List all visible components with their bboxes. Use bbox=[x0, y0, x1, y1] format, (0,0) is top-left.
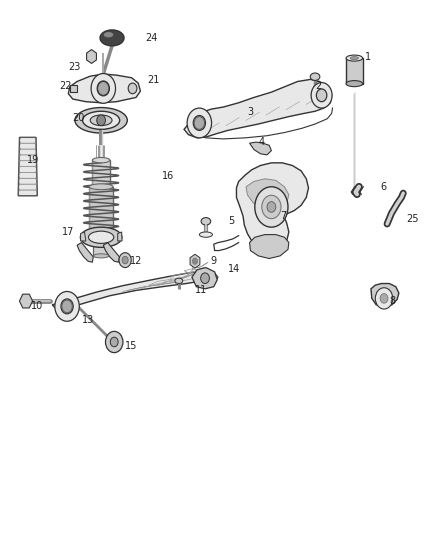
Circle shape bbox=[55, 292, 79, 321]
Ellipse shape bbox=[175, 278, 183, 284]
Circle shape bbox=[119, 253, 131, 268]
Ellipse shape bbox=[82, 111, 120, 130]
Ellipse shape bbox=[75, 108, 127, 133]
Bar bbox=[92, 160, 110, 187]
Circle shape bbox=[380, 294, 388, 303]
Polygon shape bbox=[371, 284, 399, 307]
Circle shape bbox=[128, 83, 137, 94]
Ellipse shape bbox=[92, 158, 110, 163]
Ellipse shape bbox=[89, 184, 113, 190]
Ellipse shape bbox=[100, 30, 124, 46]
Circle shape bbox=[97, 81, 110, 96]
Text: 6: 6 bbox=[381, 182, 387, 192]
Text: 22: 22 bbox=[60, 81, 72, 91]
Polygon shape bbox=[77, 243, 93, 262]
Text: 17: 17 bbox=[62, 227, 74, 237]
Circle shape bbox=[255, 187, 288, 227]
Polygon shape bbox=[81, 232, 86, 241]
Text: 16: 16 bbox=[162, 171, 174, 181]
Bar bbox=[70, 85, 77, 92]
Polygon shape bbox=[18, 184, 37, 190]
Ellipse shape bbox=[199, 232, 212, 237]
Text: 21: 21 bbox=[147, 76, 159, 85]
Circle shape bbox=[122, 256, 128, 264]
Text: 25: 25 bbox=[407, 214, 419, 224]
Circle shape bbox=[187, 108, 212, 138]
Text: 24: 24 bbox=[145, 33, 157, 43]
Circle shape bbox=[375, 288, 393, 309]
Polygon shape bbox=[192, 268, 217, 289]
Text: 1: 1 bbox=[365, 52, 371, 61]
Polygon shape bbox=[19, 161, 37, 166]
Polygon shape bbox=[19, 155, 36, 161]
Ellipse shape bbox=[81, 227, 122, 247]
Polygon shape bbox=[68, 74, 141, 103]
Circle shape bbox=[316, 89, 327, 102]
Text: 7: 7 bbox=[280, 211, 286, 221]
Polygon shape bbox=[250, 235, 289, 259]
Bar bbox=[93, 241, 109, 256]
Circle shape bbox=[110, 337, 118, 347]
Text: 12: 12 bbox=[130, 256, 142, 266]
Text: 4: 4 bbox=[258, 136, 265, 147]
Text: 11: 11 bbox=[195, 286, 207, 295]
Text: 14: 14 bbox=[228, 264, 240, 274]
Circle shape bbox=[61, 299, 73, 314]
Polygon shape bbox=[118, 232, 122, 241]
Circle shape bbox=[262, 195, 281, 219]
Polygon shape bbox=[250, 142, 272, 155]
Polygon shape bbox=[103, 243, 120, 262]
Text: 5: 5 bbox=[228, 216, 234, 227]
Circle shape bbox=[97, 115, 106, 126]
Polygon shape bbox=[19, 166, 37, 172]
Text: 19: 19 bbox=[27, 155, 39, 165]
Polygon shape bbox=[19, 172, 37, 178]
Bar bbox=[346, 58, 363, 84]
Circle shape bbox=[201, 273, 209, 284]
Circle shape bbox=[267, 201, 276, 212]
Text: 23: 23 bbox=[68, 62, 81, 72]
Circle shape bbox=[311, 83, 332, 108]
Bar bbox=[89, 187, 113, 235]
Text: 2: 2 bbox=[315, 81, 321, 91]
Text: 13: 13 bbox=[81, 314, 94, 325]
Ellipse shape bbox=[93, 254, 109, 258]
Text: 3: 3 bbox=[247, 107, 254, 117]
Ellipse shape bbox=[93, 239, 109, 243]
Ellipse shape bbox=[89, 232, 113, 238]
Polygon shape bbox=[19, 149, 36, 155]
Polygon shape bbox=[18, 190, 37, 196]
Circle shape bbox=[192, 258, 198, 264]
Polygon shape bbox=[246, 179, 289, 211]
Circle shape bbox=[98, 82, 109, 95]
Polygon shape bbox=[18, 178, 37, 184]
Polygon shape bbox=[237, 163, 308, 252]
Circle shape bbox=[193, 116, 205, 131]
Text: 9: 9 bbox=[210, 256, 216, 266]
Ellipse shape bbox=[310, 73, 320, 80]
Ellipse shape bbox=[350, 56, 358, 60]
Polygon shape bbox=[52, 272, 201, 310]
Text: 8: 8 bbox=[389, 296, 396, 306]
Ellipse shape bbox=[90, 115, 112, 126]
Circle shape bbox=[106, 332, 123, 353]
Ellipse shape bbox=[346, 80, 363, 87]
Circle shape bbox=[62, 300, 72, 313]
Polygon shape bbox=[19, 143, 36, 149]
Text: 20: 20 bbox=[73, 112, 85, 123]
Text: 15: 15 bbox=[125, 341, 138, 351]
Ellipse shape bbox=[104, 32, 113, 37]
Circle shape bbox=[194, 117, 205, 130]
Polygon shape bbox=[202, 272, 218, 281]
Polygon shape bbox=[19, 138, 36, 143]
Ellipse shape bbox=[346, 55, 363, 61]
Ellipse shape bbox=[88, 231, 114, 244]
Polygon shape bbox=[184, 79, 332, 138]
Circle shape bbox=[91, 74, 116, 103]
Ellipse shape bbox=[201, 217, 211, 225]
Text: 10: 10 bbox=[31, 301, 43, 311]
